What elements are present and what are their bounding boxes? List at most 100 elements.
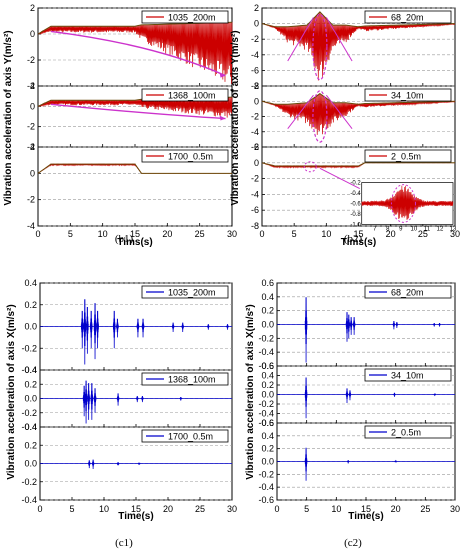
x-tick-label: 5 <box>69 504 74 514</box>
y-tick-label: 0.0 <box>261 457 274 467</box>
y-tick-label: 0.4 <box>261 292 274 302</box>
legend-label: 34_10m <box>391 91 424 101</box>
x-tick-label: 5 <box>292 229 297 239</box>
subplot-c2-2: 0.60.40.20.0-0.2-0.4-0.634_10m <box>258 361 456 428</box>
inset-series <box>361 185 454 220</box>
legend-label: 68_20m <box>391 288 424 298</box>
pointer-line <box>325 17 353 62</box>
legend: 68_20m <box>364 10 452 24</box>
burst-mark <box>96 310 99 349</box>
subplot-b2-1: 2 0 -2 -4 -6 -8 68_20m <box>251 3 456 91</box>
y-tick-label: -6 <box>251 65 259 75</box>
y-tick-label: -2 <box>251 34 259 44</box>
panel-label: (b1) <box>115 233 134 245</box>
burst-mark <box>89 310 93 349</box>
y-tick-label: -0.6 <box>258 361 274 371</box>
burst-mark <box>86 307 89 354</box>
y-tick-label: 0 <box>254 96 259 106</box>
burst-mark <box>392 321 396 330</box>
panel-label: (c1) <box>115 537 133 549</box>
burst-mark <box>141 318 145 338</box>
y-tick-label: 0.2 <box>261 306 274 316</box>
legend-label: 1368_100m <box>168 91 216 101</box>
burst-mark <box>82 385 86 417</box>
burst-mark <box>179 396 183 401</box>
panel-label: (c2) <box>344 537 362 549</box>
pointer-line <box>325 94 353 130</box>
x-tick-label: 10 <box>98 229 108 239</box>
legend-label: 1035_200m <box>168 288 216 298</box>
subplot-b1-2: 2 0 -2 -4 1368_100m <box>27 81 233 152</box>
inset-y-tick: -0.4 <box>350 191 361 197</box>
x-tick-label: 10 <box>99 504 109 514</box>
x-tick-label: 20 <box>162 229 172 239</box>
x-tick-label: 25 <box>195 229 205 239</box>
burst-mark <box>90 383 94 420</box>
burst-mark <box>395 322 399 328</box>
y-tick-label: 0.2 <box>24 379 37 389</box>
y-tick-label: 0.4 <box>24 365 37 375</box>
y-tick-label: 0.4 <box>261 431 274 441</box>
legend: 34_10m <box>364 368 452 382</box>
y-tick-label: 2 <box>30 81 35 91</box>
legend-box <box>141 10 229 24</box>
y-tick-label: -2 <box>27 195 35 205</box>
burst-mark <box>80 310 84 349</box>
burst-mark <box>394 459 397 463</box>
legend-box <box>141 285 229 299</box>
pointer-line <box>287 94 314 130</box>
x-tick-label: 5 <box>68 229 73 239</box>
chart-b1: 20-2-41035_200m20-2-41368_100m20-2-41700… <box>3 3 237 248</box>
x-tick-label: 25 <box>195 504 205 514</box>
inset-y-tick: -0.8 <box>350 212 361 218</box>
pointer-line <box>287 17 314 62</box>
burst-mark <box>393 392 396 397</box>
inset-y-tick: -1.0 <box>350 222 361 228</box>
burst-mark <box>304 297 308 363</box>
burst-mark <box>87 383 90 420</box>
y-tick-label: 0.0 <box>24 459 37 469</box>
burst-mark <box>116 462 120 466</box>
y-tick-label: -2 <box>251 174 259 184</box>
x-tick-label: 0 <box>37 504 42 514</box>
burst-mark <box>345 312 349 342</box>
y-tick-label: 0.2 <box>261 444 274 454</box>
y-tick-label: -8 <box>251 221 259 231</box>
x-tick-label: 20 <box>386 229 396 239</box>
x-tick-label: 25 <box>420 504 430 514</box>
y-tick-label: -6 <box>251 142 259 152</box>
y-tick-label: 2 <box>254 3 259 13</box>
x-tick-label: 20 <box>163 504 173 514</box>
burst-mark <box>304 447 308 481</box>
burst-mark <box>206 324 210 330</box>
y-tick-label: 0.0 <box>24 394 37 404</box>
y-tick-label: 0 <box>30 101 35 111</box>
legend: 68_20m <box>364 285 452 299</box>
legend-label: 1700_0.5m <box>168 432 213 442</box>
y-tick-label: 0 <box>30 168 35 178</box>
legend: 34_10m <box>364 88 452 102</box>
y-tick-label: -8 <box>251 81 259 91</box>
y-tick-label: -0.4 <box>258 409 274 419</box>
legend-box <box>364 149 452 163</box>
y-tick-label: 2 <box>254 142 259 152</box>
legend-label: 1368_100m <box>168 375 216 385</box>
chart-c1: 0.4 0.2 0.0 -0.2 -0.4 1035_200m 0.4 0.2 0.0 -0.2 -… <box>6 278 237 549</box>
y-tick-label: -0.6 <box>258 418 274 428</box>
x-tick-label: 5 <box>304 504 309 514</box>
y-tick-label: -2 <box>27 122 35 132</box>
legend-label: 2_0.5m <box>391 428 421 438</box>
y-tick-label: -4 <box>27 142 35 152</box>
trend-arrow <box>50 30 226 77</box>
subplot-b2-2: 2 0 -2 -4 -6 34_10m <box>251 81 456 152</box>
burst-mark <box>93 303 97 360</box>
legend-box <box>141 429 229 443</box>
x-tick-label: 0 <box>259 229 264 239</box>
subplot-c1-1: 0.4 0.2 0.0 -0.2 -0.4 1035_200m <box>21 278 233 375</box>
y-tick-label: 0.6 <box>261 278 274 288</box>
y-tick-label: 0.2 <box>24 440 37 450</box>
legend-label: 1700_0.5m <box>168 152 213 162</box>
x-tick-label: 30 <box>227 229 237 239</box>
x-tick-label: 15 <box>361 504 371 514</box>
x-axis-label: Time(s) <box>348 511 383 522</box>
